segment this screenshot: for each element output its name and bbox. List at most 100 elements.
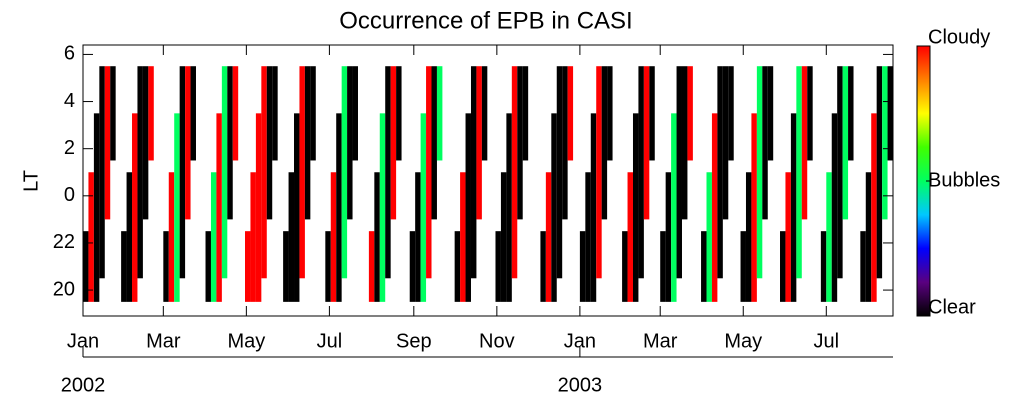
range-bar bbox=[826, 172, 832, 302]
range-bar bbox=[341, 66, 348, 279]
range-bar bbox=[831, 113, 838, 302]
range-bar bbox=[717, 66, 723, 279]
range-bar bbox=[266, 66, 273, 220]
range-bar bbox=[374, 172, 380, 302]
range-bar bbox=[426, 66, 432, 279]
range-bar bbox=[210, 172, 217, 302]
range-bar bbox=[190, 66, 196, 161]
range-bar bbox=[347, 66, 353, 220]
colorbar-label: Clear bbox=[928, 296, 976, 318]
range-bar bbox=[556, 66, 563, 279]
colorbar-label: Cloudy bbox=[928, 26, 990, 48]
range-bar bbox=[304, 66, 311, 220]
range-bar bbox=[649, 66, 655, 161]
range-bar bbox=[88, 172, 94, 302]
range-bar bbox=[227, 66, 233, 220]
y-tick-label: 0 bbox=[64, 184, 75, 206]
range-bar bbox=[796, 66, 802, 279]
x-tick-label: Jan bbox=[564, 330, 596, 352]
range-bar bbox=[701, 231, 707, 302]
year-label: 2003 bbox=[558, 374, 603, 396]
range-bar bbox=[627, 172, 633, 302]
range-bar bbox=[785, 172, 791, 302]
range-bar bbox=[255, 113, 262, 302]
range-bar bbox=[110, 66, 116, 161]
range-bar bbox=[643, 66, 650, 220]
range-bar bbox=[551, 113, 557, 302]
x-tick-label: Nov bbox=[479, 330, 515, 352]
range-bar bbox=[585, 172, 591, 302]
year-label: 2002 bbox=[61, 374, 106, 396]
range-bar bbox=[245, 231, 251, 302]
range-bar bbox=[567, 66, 574, 161]
range-bar bbox=[330, 172, 337, 302]
range-bar bbox=[622, 231, 628, 302]
range-bar bbox=[174, 113, 180, 302]
range-bar bbox=[104, 66, 111, 220]
range-bar bbox=[545, 172, 552, 302]
range-bar bbox=[745, 172, 752, 302]
range-bar bbox=[687, 66, 693, 161]
range-bar bbox=[807, 66, 813, 161]
range-bar bbox=[168, 172, 175, 302]
range-bar bbox=[706, 172, 712, 302]
range-bar bbox=[250, 172, 256, 302]
range-bar bbox=[283, 231, 289, 302]
range-bar bbox=[93, 113, 100, 302]
x-tick-label: Jul bbox=[317, 330, 343, 352]
range-bar bbox=[216, 113, 222, 302]
range-bar bbox=[121, 231, 127, 302]
range-bar bbox=[431, 66, 437, 220]
range-bar bbox=[385, 66, 391, 279]
range-bar bbox=[590, 113, 597, 302]
range-bar bbox=[728, 66, 734, 161]
range-bar bbox=[756, 66, 763, 279]
range-bar bbox=[470, 66, 477, 279]
range-bar bbox=[660, 231, 666, 302]
colorbar-label: Bubbles bbox=[928, 169, 1000, 191]
range-bar bbox=[205, 231, 211, 302]
x-tick-label: May bbox=[724, 330, 762, 352]
range-bar bbox=[261, 66, 267, 279]
range-bar bbox=[476, 66, 482, 220]
range-bar bbox=[865, 172, 872, 302]
range-bar bbox=[506, 113, 512, 302]
range-bar bbox=[481, 66, 488, 161]
range-bar bbox=[596, 66, 602, 279]
y-tick-label: 4 bbox=[64, 90, 75, 112]
range-bar bbox=[767, 66, 774, 161]
range-bar bbox=[887, 66, 893, 161]
range-bar bbox=[740, 231, 746, 302]
range-bar bbox=[780, 231, 786, 302]
range-bar bbox=[681, 66, 688, 220]
range-bar bbox=[676, 66, 682, 279]
range-bar bbox=[132, 113, 138, 302]
y-tick-label: 20 bbox=[53, 278, 75, 300]
range-bar bbox=[272, 66, 278, 161]
x-tick-label: Jan bbox=[67, 330, 99, 352]
plot-frame bbox=[82, 44, 894, 317]
range-bar bbox=[751, 113, 757, 302]
range-bar bbox=[185, 66, 191, 220]
range-bar bbox=[179, 66, 186, 279]
range-bar bbox=[299, 66, 305, 279]
range-bar bbox=[860, 231, 866, 302]
range-bar bbox=[409, 231, 416, 302]
y-tick-label: 6 bbox=[64, 43, 75, 65]
range-bar bbox=[396, 66, 402, 161]
range-bar bbox=[711, 113, 718, 302]
range-bar bbox=[607, 66, 613, 161]
range-bar bbox=[99, 66, 105, 279]
range-bar bbox=[137, 66, 143, 279]
range-bar bbox=[638, 66, 644, 279]
range-bar bbox=[436, 66, 443, 161]
range-bar bbox=[722, 66, 729, 220]
range-bar bbox=[336, 113, 342, 302]
range-bar bbox=[671, 113, 677, 302]
range-bar bbox=[517, 66, 523, 220]
range-bar bbox=[882, 66, 888, 220]
range-bar bbox=[522, 66, 529, 161]
range-bar bbox=[126, 172, 133, 302]
range-bar bbox=[232, 66, 239, 161]
